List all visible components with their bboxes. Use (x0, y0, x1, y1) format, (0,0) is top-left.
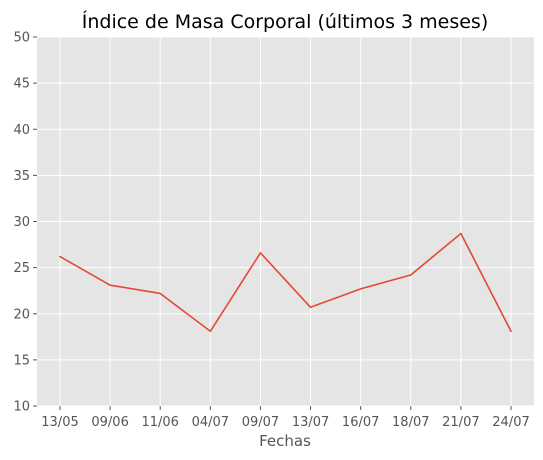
x-tick-label: 16/07 (342, 415, 379, 430)
y-tick-label: 10 (13, 400, 30, 415)
data-point (258, 250, 263, 255)
data-point (358, 286, 363, 291)
x-tick-label: 04/07 (192, 415, 229, 430)
y-axis-ticks: 10 15 20 25 30 35 40 45 50 (13, 31, 37, 415)
x-tick-label: 21/07 (442, 415, 479, 430)
y-tick-label: 45 (13, 77, 30, 92)
x-tick-label: 13/07 (292, 415, 329, 430)
data-point (408, 273, 413, 278)
series-layer (58, 231, 514, 334)
y-tick-label: 40 (13, 123, 30, 138)
data-point (308, 305, 313, 310)
x-tick-label: 13/05 (41, 415, 78, 430)
x-tick-label: 09/06 (91, 415, 128, 430)
data-point (509, 329, 514, 334)
x-tick-label: 24/07 (492, 415, 529, 430)
y-tick-label: 25 (13, 261, 30, 276)
data-point (58, 254, 63, 259)
x-tick-label: 09/07 (242, 415, 279, 430)
y-tick-label: 15 (13, 353, 30, 368)
grid-lines (37, 36, 534, 407)
y-tick-label: 20 (13, 307, 30, 322)
x-tick-label: 18/07 (392, 415, 429, 430)
data-point (108, 283, 113, 288)
data-point (458, 231, 463, 236)
y-tick-label: 50 (13, 31, 30, 46)
series-line (59, 232, 512, 333)
y-tick-label: 30 (13, 215, 30, 230)
chart-title: Índice de Masa Corporal (últimos 3 meses… (82, 10, 489, 33)
x-axis-label: Fechas (259, 432, 311, 450)
y-tick-label: 35 (13, 169, 30, 184)
x-axis-ticks: 13/05 09/06 11/06 04/07 09/07 13/07 16/07 18/07… (41, 406, 530, 430)
data-point (208, 329, 213, 334)
data-point (158, 291, 163, 296)
x-tick-label: 11/06 (141, 415, 178, 430)
